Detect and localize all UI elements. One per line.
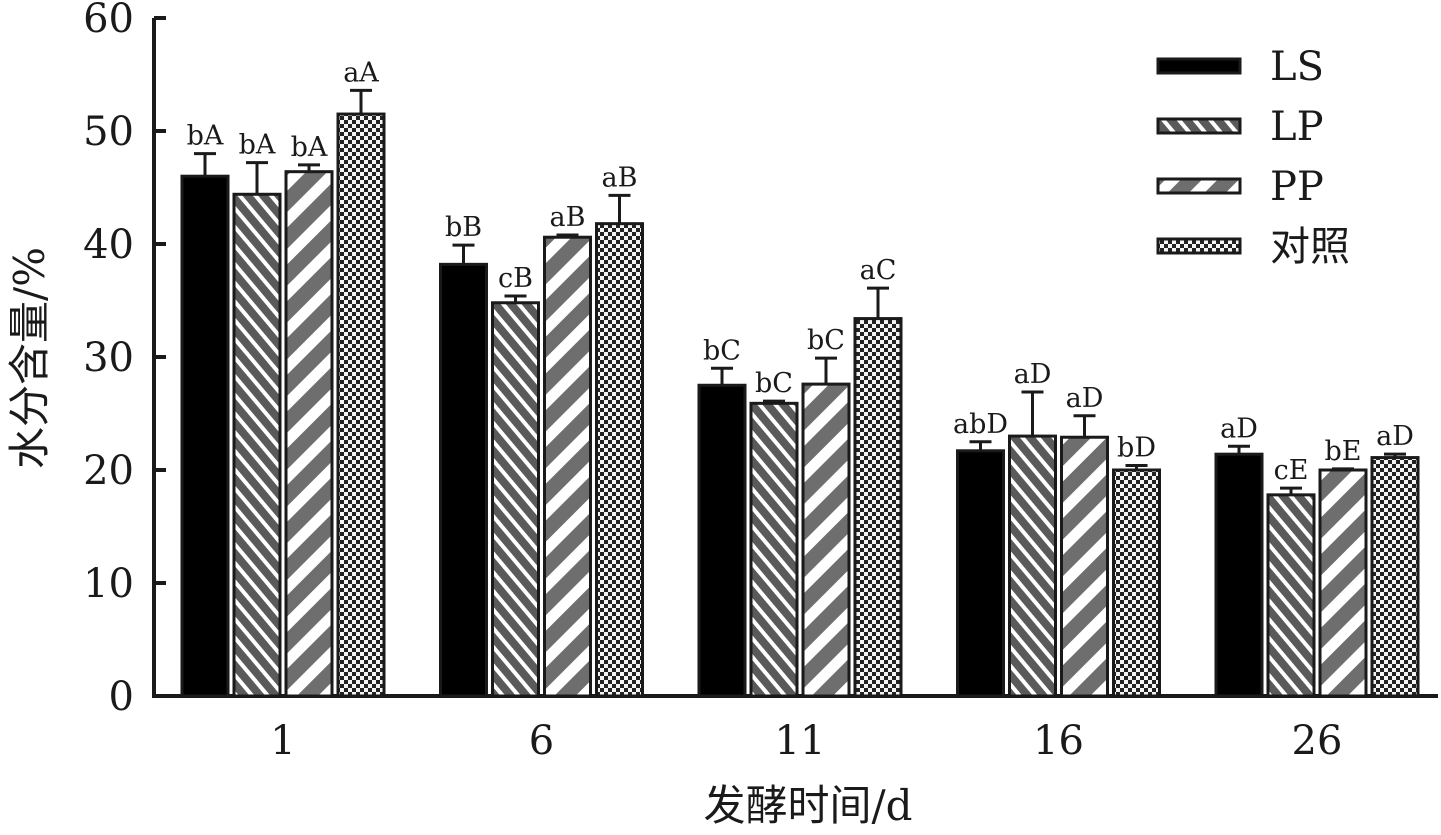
x-tick-label: 16 — [1033, 718, 1084, 764]
legend: LS LP PP 对照 — [1156, 44, 1350, 270]
significance-label: bA — [291, 132, 328, 163]
bar-LS-16 — [956, 449, 1005, 698]
bar-LS-26 — [1214, 452, 1264, 698]
significance-label: aD — [1220, 413, 1258, 444]
bar-LP-16 — [1008, 434, 1057, 698]
x-axis-title: 发酵时间/d — [703, 781, 912, 830]
x-ticks: 1 6 11 16 26 — [270, 718, 1342, 764]
bar-对照-6 — [595, 222, 644, 698]
significance-label: bC — [703, 335, 741, 366]
bar-对照-16 — [1112, 468, 1161, 698]
bar-LP-6 — [491, 301, 540, 698]
y-axis-title: 水分含量/% — [5, 247, 54, 469]
significance-label: aD — [1014, 359, 1052, 390]
x-tick-label: 26 — [1292, 718, 1343, 764]
x-tick-label: 1 — [270, 718, 295, 764]
legend-label: PP — [1270, 164, 1324, 210]
bars — [180, 112, 1420, 698]
y-tick-label: 40 — [83, 222, 134, 268]
legend-swatch — [1156, 57, 1242, 75]
error-bars — [194, 88, 1406, 495]
significance-label: aD — [1066, 383, 1104, 414]
significance-label: aA — [343, 57, 379, 88]
bar-对照-1 — [336, 112, 386, 698]
significance-label: bD — [1117, 432, 1156, 463]
significance-label: bB — [445, 212, 482, 243]
significance-label: aC — [860, 255, 897, 286]
legend-label: LP — [1270, 104, 1323, 150]
bar-对照-11 — [853, 317, 903, 698]
bar-LS-6 — [439, 262, 488, 698]
y-tick-label: 20 — [83, 448, 134, 494]
bar-LS-1 — [180, 174, 230, 698]
bar-LP-26 — [1266, 493, 1316, 698]
legend-swatch — [1156, 237, 1242, 255]
significance-label: aD — [1376, 421, 1414, 452]
bar-PP-16 — [1060, 435, 1109, 698]
legend-label: 对照 — [1270, 224, 1350, 270]
bar-LS-11 — [697, 383, 747, 698]
y-tick-label: 0 — [109, 674, 134, 720]
x-tick-label: 6 — [529, 718, 554, 764]
significance-label: bE — [1325, 436, 1362, 467]
significance-label: bA — [239, 130, 276, 161]
y-tick-label: 30 — [83, 335, 134, 381]
significance-label: aB — [550, 202, 586, 233]
bar-PP-1 — [284, 170, 334, 698]
legend-label: LS — [1270, 44, 1324, 90]
x-tick-label: 11 — [775, 718, 826, 764]
significance-label: cE — [1274, 455, 1309, 486]
legend-swatch — [1156, 177, 1242, 195]
bar-PP-26 — [1318, 468, 1368, 698]
y-tick-label: 60 — [83, 0, 134, 42]
significance-label: bA — [187, 121, 224, 152]
significance-label: cB — [498, 263, 533, 294]
bar-LP-11 — [749, 401, 799, 698]
bar-LP-1 — [232, 192, 282, 698]
significance-label: aB — [602, 162, 638, 193]
significance-label: bC — [755, 368, 793, 399]
significance-label: abD — [953, 409, 1008, 440]
bar-对照-26 — [1370, 456, 1420, 698]
bar-PP-6 — [543, 235, 592, 698]
significance-label: bC — [807, 325, 845, 356]
bar-PP-11 — [801, 382, 851, 698]
y-ticks: 0 10 20 30 40 50 60 — [83, 0, 166, 720]
legend-swatch — [1156, 117, 1242, 135]
y-tick-label: 10 — [83, 561, 134, 607]
y-tick-label: 50 — [83, 109, 134, 155]
